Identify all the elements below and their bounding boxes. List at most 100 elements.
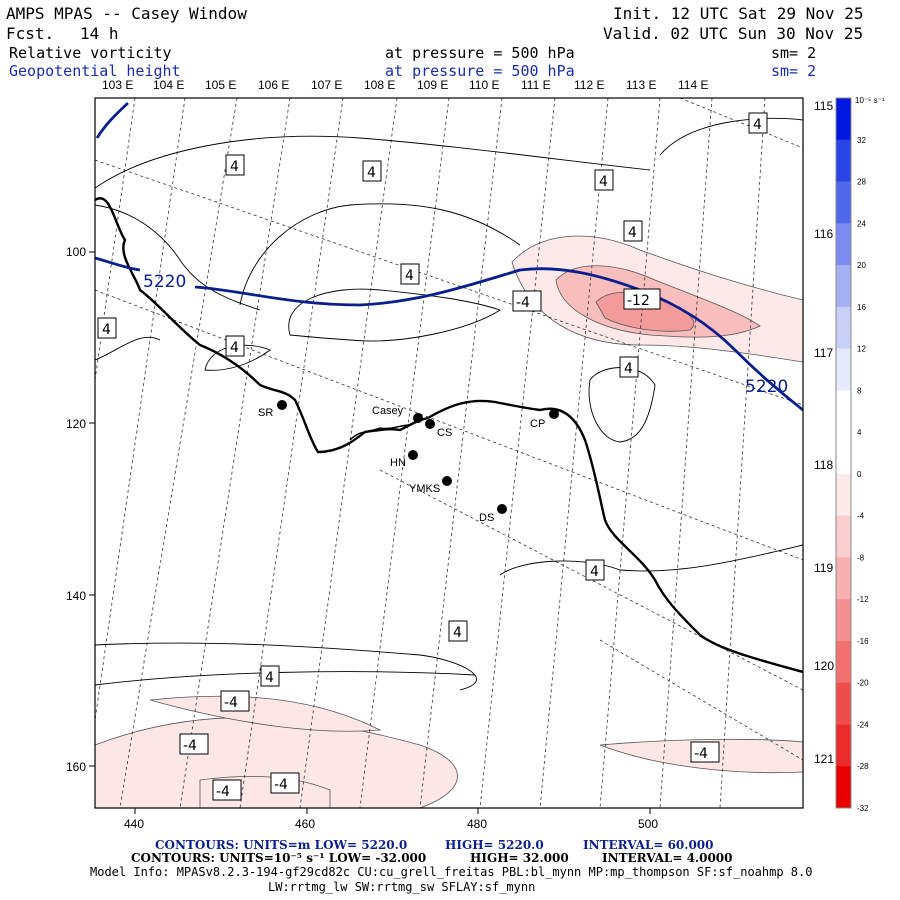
station-label: DS [479, 512, 494, 524]
top-lon-label: 109 E [417, 78, 448, 92]
vort-label: 4 [448, 620, 468, 642]
top-lon-label: 106 E [258, 78, 289, 92]
vort-label: 4 [585, 559, 605, 581]
svg-text:-4: -4 [216, 784, 230, 800]
svg-text:4: 4 [590, 564, 599, 580]
colorbar-swatch [836, 223, 851, 266]
map-title: AMPS MPAS -- Casey Window [6, 4, 247, 23]
valid-time: Valid. 02 UTC Sun 30 Nov 25 [603, 24, 864, 43]
vort-label-neg: -4 [690, 741, 720, 763]
station-label: HN [390, 457, 406, 469]
y-tick-label: 120 [66, 417, 86, 431]
colorbar-tick-label: -28 [857, 762, 869, 771]
station-marker [497, 504, 507, 514]
y-tick-label: 160 [66, 760, 86, 774]
svg-text:-4: -4 [694, 746, 708, 762]
vort-label: 4 [619, 356, 639, 378]
top-lon-label: 103 E [102, 78, 133, 92]
footer-height-high: HIGH= 5220.0 [445, 838, 544, 852]
x-tick-label: 440 [124, 817, 144, 831]
top-lon-label: 114 E [678, 78, 708, 92]
svg-text:-4: -4 [274, 777, 288, 793]
station-marker [408, 450, 418, 460]
vort-label: 4 [594, 169, 614, 191]
height-contour-5220-nw [95, 101, 129, 139]
vort-label: 4 [400, 263, 420, 285]
field-1-name: Relative vorticity [9, 44, 172, 62]
field-1-smooth: sm= 2 [771, 44, 817, 62]
station-marker [413, 413, 423, 423]
colorbar-tick-label: 28 [857, 178, 866, 187]
colorbar-swatch [836, 390, 851, 433]
svg-text:4: 4 [628, 225, 637, 241]
colorbar-swatch [836, 348, 851, 391]
svg-text:4: 4 [624, 361, 633, 377]
coastline-inner [349, 424, 411, 441]
station-marker [277, 400, 287, 410]
svg-text:-4: -4 [224, 695, 238, 711]
colorbar-swatch [836, 599, 851, 642]
colorbar-tick-label: -12 [857, 595, 869, 604]
vort-label: 4 [97, 317, 117, 339]
plot-frame [94, 97, 804, 809]
vort-label: 4 [225, 154, 245, 176]
top-lon-label: 111 E [521, 78, 551, 92]
vort-label-neg: -4 [512, 290, 542, 312]
colorbar-tick-label: 0 [857, 470, 862, 479]
colorbar-swatch [836, 306, 851, 350]
footer-vort-contours: CONTOURS: UNITS=10⁻⁵ s⁻¹ LOW= -32.000 [131, 851, 427, 865]
station-label: CP [530, 418, 545, 430]
top-lon-label: 113 E [626, 78, 656, 92]
top-lon-label: 110 E [469, 78, 499, 92]
x-tick-label: 480 [467, 817, 487, 831]
colorbar-tick-label: 16 [857, 303, 866, 312]
svg-text:4: 4 [265, 670, 274, 686]
svg-text:-4: -4 [183, 738, 197, 754]
station-label: SR [258, 407, 273, 419]
svg-text:4: 4 [405, 268, 414, 284]
top-lon-label: 104 E [153, 78, 184, 92]
stations [277, 400, 559, 514]
footer-height-interval: INTERVAL= 60.000 [583, 838, 714, 852]
colorbar-swatch [836, 515, 851, 558]
colorbar-tick-label: 4 [857, 428, 862, 437]
colorbar: 32 28 24 20 16 12 8 4 0 -4 -8 -12 -16 -20 -24 -28 -32 [835, 97, 869, 813]
colorbar-swatch [836, 557, 851, 600]
y-tick-label: 140 [66, 589, 86, 603]
forecast-label: Fcst. [6, 24, 55, 43]
colorbar-tick-label: -8 [857, 553, 865, 562]
colorbar-tick-label: -24 [857, 720, 869, 729]
svg-text:4: 4 [453, 625, 462, 641]
colorbar-swatch [836, 139, 851, 183]
colorbar-tick-label: 32 [857, 136, 866, 145]
forecast-hour: 14 h [80, 24, 119, 43]
station-label: Casey [372, 405, 404, 417]
footer-vort-interval: INTERVAL= 4.0000 [602, 851, 733, 865]
vort-label: 4 [748, 112, 768, 134]
colorbar-swatch [836, 432, 851, 475]
vort-label: 4 [225, 335, 245, 357]
top-lon-label: 107 E [311, 78, 342, 92]
vort-label: 4 [260, 665, 280, 687]
colorbar-swatch [836, 98, 851, 141]
colorbar-swatch [836, 181, 851, 224]
svg-text:-4: -4 [516, 295, 530, 311]
x-tick-label: 460 [295, 817, 315, 831]
field-2-smooth: sm= 2 [771, 62, 817, 80]
footer-model-info: Model Info: MPASv8.2.3-194-gf29cd82c CU:… [90, 865, 813, 879]
colorbar-tick-label: 8 [857, 386, 862, 395]
colorbar-tick-label: 24 [857, 219, 866, 228]
station-label: CS [437, 427, 452, 439]
field-2-pressure: at pressure = 500 hPa [385, 62, 575, 80]
height-label: 5220 [143, 272, 186, 292]
svg-text:4: 4 [367, 165, 376, 181]
station-marker [425, 419, 435, 429]
coastline [95, 197, 803, 674]
station-marker [442, 476, 452, 486]
vort-label-neg: -4 [220, 690, 250, 712]
footer-model-info-2: LW:rrtmg_lw SW:rrtmg_sw SFLAY:sf_mynn [268, 880, 536, 894]
vort-label-neg: -4 [270, 772, 300, 794]
colorbar-swatch [836, 682, 851, 725]
colorbar-tick-label: -16 [857, 637, 869, 646]
